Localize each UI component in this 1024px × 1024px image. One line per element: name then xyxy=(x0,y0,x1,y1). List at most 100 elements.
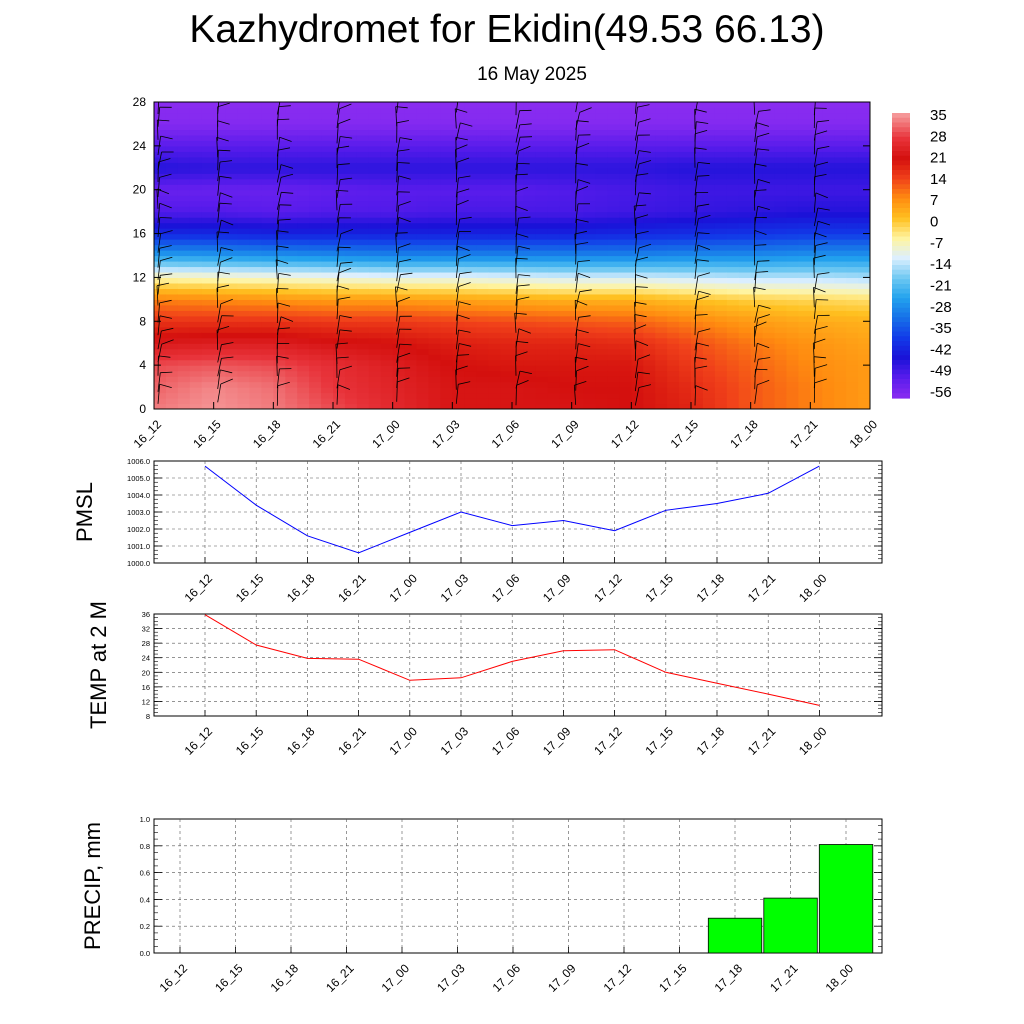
field-cell xyxy=(798,184,811,191)
field-cell xyxy=(440,107,453,114)
field-cell xyxy=(714,255,728,262)
field-cell xyxy=(512,299,525,306)
field-cell xyxy=(810,189,823,196)
field-cell xyxy=(189,107,203,114)
field-cell xyxy=(309,118,322,125)
field-cell xyxy=(846,239,859,246)
field-cell xyxy=(810,178,823,185)
field-cell xyxy=(619,162,632,169)
field-cell xyxy=(643,162,656,169)
wind-barb xyxy=(396,261,400,282)
field-cell xyxy=(213,134,227,141)
field-cell xyxy=(165,102,179,109)
field-cell xyxy=(702,277,716,284)
field-cell xyxy=(810,288,823,295)
wind-barb-flag xyxy=(878,346,890,350)
field-cell xyxy=(488,277,501,284)
field-cell xyxy=(726,277,740,284)
field-cell xyxy=(679,332,692,339)
field-cell xyxy=(786,167,799,174)
field-cell xyxy=(798,162,811,169)
wind-barb xyxy=(455,231,460,251)
field-cell xyxy=(368,299,382,306)
field-cell xyxy=(679,266,692,273)
field-cell xyxy=(297,195,310,202)
field-cell xyxy=(261,123,274,131)
field-cell xyxy=(165,337,179,344)
field-cell xyxy=(500,310,513,317)
field-cell xyxy=(225,304,239,311)
field-cell xyxy=(321,365,334,372)
x-tick-label: 17_00 xyxy=(369,417,403,451)
wind-barb xyxy=(813,299,817,320)
field-cell xyxy=(309,398,322,405)
field-cell xyxy=(774,250,788,257)
field-cell xyxy=(261,321,274,328)
field-cell xyxy=(679,107,692,114)
field-cell xyxy=(512,260,525,268)
field-cell xyxy=(547,326,561,333)
field-cell xyxy=(344,107,358,114)
wind-barb-flag xyxy=(878,274,890,275)
field-cell xyxy=(368,370,382,377)
field-cell xyxy=(667,206,680,213)
field-cell xyxy=(607,255,620,262)
field-cell xyxy=(428,299,441,306)
field-cell xyxy=(213,271,227,279)
field-cell xyxy=(189,189,203,196)
field-cell xyxy=(488,211,501,218)
field-cell xyxy=(297,206,310,213)
wind-barb-flag xyxy=(813,287,826,293)
field-cell xyxy=(392,376,406,383)
wind-barb-flag xyxy=(335,342,348,345)
field-cell xyxy=(619,228,632,235)
field-cell xyxy=(512,387,525,394)
field-cell xyxy=(750,156,764,163)
field-cell xyxy=(583,140,597,147)
field-cell xyxy=(309,140,322,147)
wind-barb xyxy=(874,386,875,406)
field-cell xyxy=(798,381,811,388)
field-cell xyxy=(571,277,585,284)
field-cell xyxy=(368,315,382,322)
field-cell xyxy=(165,260,179,268)
field-cell xyxy=(500,239,513,246)
field-cell xyxy=(500,156,513,163)
field-cell xyxy=(392,332,406,339)
field-cell xyxy=(559,250,573,257)
field-cell xyxy=(547,112,561,120)
field-cell xyxy=(667,250,680,257)
wind-barb xyxy=(455,329,459,350)
wind-barb-flag xyxy=(698,93,710,97)
bar xyxy=(763,897,818,954)
field-cell xyxy=(750,167,764,174)
field-cell xyxy=(798,337,811,344)
field-cell xyxy=(750,370,764,377)
field-cell xyxy=(834,195,847,202)
field-cell xyxy=(237,184,251,191)
field-cell xyxy=(201,403,215,409)
wind-barb xyxy=(634,359,639,379)
field-cell xyxy=(619,398,632,405)
field-cell xyxy=(523,134,537,141)
field-cell xyxy=(858,112,870,120)
colorbar-swatch xyxy=(892,141,910,147)
field-cell xyxy=(762,376,776,383)
field-cell xyxy=(607,107,620,114)
field-cell xyxy=(344,222,358,229)
field-cell xyxy=(583,293,597,300)
field-cell xyxy=(273,184,286,191)
field-cell xyxy=(774,145,788,152)
wind-barb-flag xyxy=(579,107,592,113)
field-cell xyxy=(798,304,811,311)
field-cell xyxy=(631,343,644,350)
field-cell xyxy=(607,189,620,196)
field-cell xyxy=(750,140,764,147)
wind-barb xyxy=(336,315,341,335)
field-cell xyxy=(368,376,382,383)
field-cell xyxy=(774,326,788,333)
field-cell xyxy=(774,162,788,169)
wind-barb xyxy=(396,102,399,114)
field-cell xyxy=(786,343,799,350)
colorbar-swatch xyxy=(892,307,910,314)
